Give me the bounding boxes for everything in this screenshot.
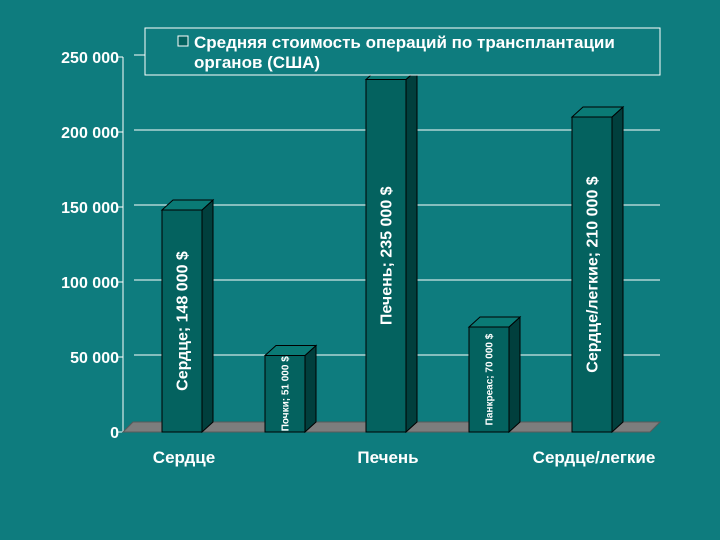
y-tick-label: 250 000 <box>61 50 119 67</box>
bar-side <box>508 315 521 434</box>
bar <box>467 315 522 434</box>
bar <box>263 344 318 434</box>
bar-front <box>161 209 203 433</box>
bar-data-label: Сердце; 148 000 $ <box>175 251 192 391</box>
x-category-label: Сердце <box>153 448 215 467</box>
bars: Сердце; 148 000 $ Почки; 51 000 $ Печень; … <box>160 68 625 434</box>
y-tick-label: 150 000 <box>61 200 119 217</box>
legend-line-1: Средняя стоимость операций по трансплант… <box>194 33 615 52</box>
bar-data-label: Печень; 235 000 $ <box>379 186 396 325</box>
x-category-label: Сердце/легкие <box>533 448 656 467</box>
bar-data-label: Панкреас; 70 000 $ <box>485 333 496 425</box>
bar <box>570 105 625 434</box>
y-tick-label: 50 000 <box>70 350 119 367</box>
x-category-label: Печень <box>357 448 418 467</box>
bar-front <box>365 79 407 433</box>
bar-front <box>264 355 306 433</box>
bar-side <box>611 105 624 434</box>
bar-side <box>201 198 214 434</box>
bar-front <box>468 326 510 433</box>
y-tick-label: 100 000 <box>61 275 119 292</box>
bar-side <box>304 344 317 434</box>
value-axis: 0 50 000 100 000 150 000 200 000 250 000 <box>61 50 124 442</box>
y-tick-label: 0 <box>110 425 119 442</box>
legend-swatch <box>177 35 189 47</box>
bar-data-label: Почки; 51 000 $ <box>281 356 292 431</box>
legend-line-2: органов (США) <box>194 53 320 72</box>
bar-side <box>405 68 418 434</box>
y-tick-label: 200 000 <box>61 125 119 142</box>
bar-front <box>571 116 613 433</box>
bar-data-label: Сердце/легкие; 210 000 $ <box>585 176 602 372</box>
legend-box <box>144 27 661 76</box>
category-axis: Сердце Печень Сердце/легкие <box>153 448 656 467</box>
legend: Средняя стоимость операций по трансплант… <box>144 27 661 76</box>
bar <box>160 198 215 434</box>
